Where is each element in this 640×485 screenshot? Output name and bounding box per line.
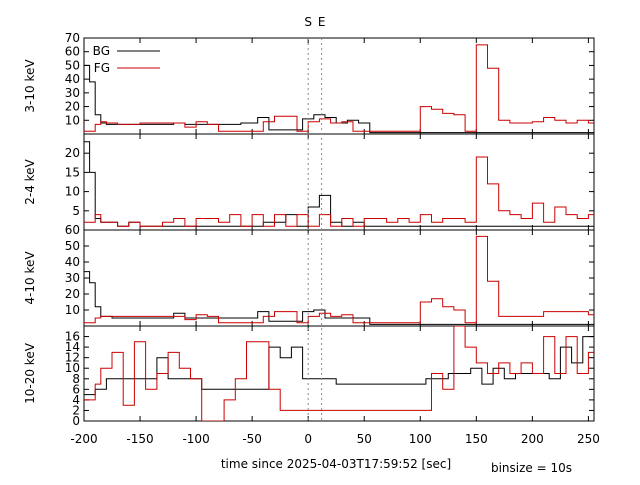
y-axis-label: 4-10 keV: [23, 251, 37, 305]
y-tick-label: 20: [65, 146, 80, 160]
y-tick-label: 20: [65, 100, 80, 114]
y-tick-label: 4: [72, 393, 80, 407]
y-axis-label: 2-4 keV: [23, 158, 37, 204]
y-tick-label: 10: [65, 303, 80, 317]
y-tick-label: 60: [65, 223, 80, 237]
marker-label-s: S: [304, 15, 312, 29]
series-line-fg: [84, 44, 594, 132]
y-axis-label: 3-10 keV: [23, 59, 37, 113]
y-tick-label: 5: [72, 204, 80, 218]
series-line-fg: [84, 156, 594, 227]
y-tick-label: 60: [65, 45, 80, 59]
y-tick-label: 6: [72, 382, 80, 396]
x-tick-label: 100: [409, 432, 432, 446]
x-tick-label: 0: [304, 432, 312, 446]
y-tick-label: 12: [65, 351, 80, 365]
y-tick-label: 20: [65, 287, 80, 301]
y-tick-label: 40: [65, 72, 80, 86]
binsize-note: binsize = 10s: [491, 461, 572, 475]
legend-label-bg: BG: [93, 44, 110, 58]
y-axis-label: 10-20 keV: [23, 342, 37, 404]
panel-frame: [83, 229, 595, 327]
y-tick-label: 30: [65, 271, 80, 285]
series-line-fg: [84, 326, 594, 421]
y-tick-label: 15: [65, 165, 80, 179]
x-tick-label: -200: [70, 432, 97, 446]
series-line-bg: [84, 271, 594, 325]
panel-3: 10 20 30 40 50 60 4-10 keV: [23, 223, 595, 327]
y-tick-label: 10: [65, 185, 80, 199]
y-tick-label: 10: [65, 113, 80, 127]
x-tick-label: -100: [182, 432, 209, 446]
x-axis: -200 -150 -100 -50 0 50 100 150 200 250: [70, 432, 599, 446]
panel-frame: [83, 325, 595, 422]
y-tick-label: 14: [65, 340, 80, 354]
marker-label-e: E: [318, 15, 326, 29]
series-line-bg: [84, 336, 594, 396]
series-line-bg: [84, 141, 594, 227]
y-tick-label: 10: [65, 361, 80, 375]
legend: BG FG: [93, 44, 160, 75]
series-line-fg: [84, 235, 594, 324]
y-tick-label: 2: [72, 403, 80, 417]
x-tick-label: -150: [126, 432, 153, 446]
y-tick-label: 8: [72, 372, 80, 386]
panel-frame: [83, 133, 595, 231]
x-axis-label: time since 2025-04-03T17:59:52 [sec]: [221, 457, 451, 471]
x-tick-label: 200: [521, 432, 544, 446]
y-tick-label: 70: [65, 31, 80, 45]
y-tick-label: 40: [65, 255, 80, 269]
y-tick-label: 16: [65, 330, 80, 344]
panel-frame: [83, 37, 595, 135]
legend-label-fg: FG: [94, 61, 110, 75]
x-tick-label: 50: [357, 432, 372, 446]
y-tick-label: 30: [65, 86, 80, 100]
x-tick-label: 150: [465, 432, 488, 446]
y-tick-label: 50: [65, 239, 80, 253]
panel-2: 5 10 15 20 2-4 keV: [23, 133, 595, 231]
y-tick-label: 0: [72, 414, 80, 428]
x-tick-label: 250: [577, 432, 600, 446]
x-tick-label: -50: [242, 432, 262, 446]
y-tick-label: 50: [65, 58, 80, 72]
